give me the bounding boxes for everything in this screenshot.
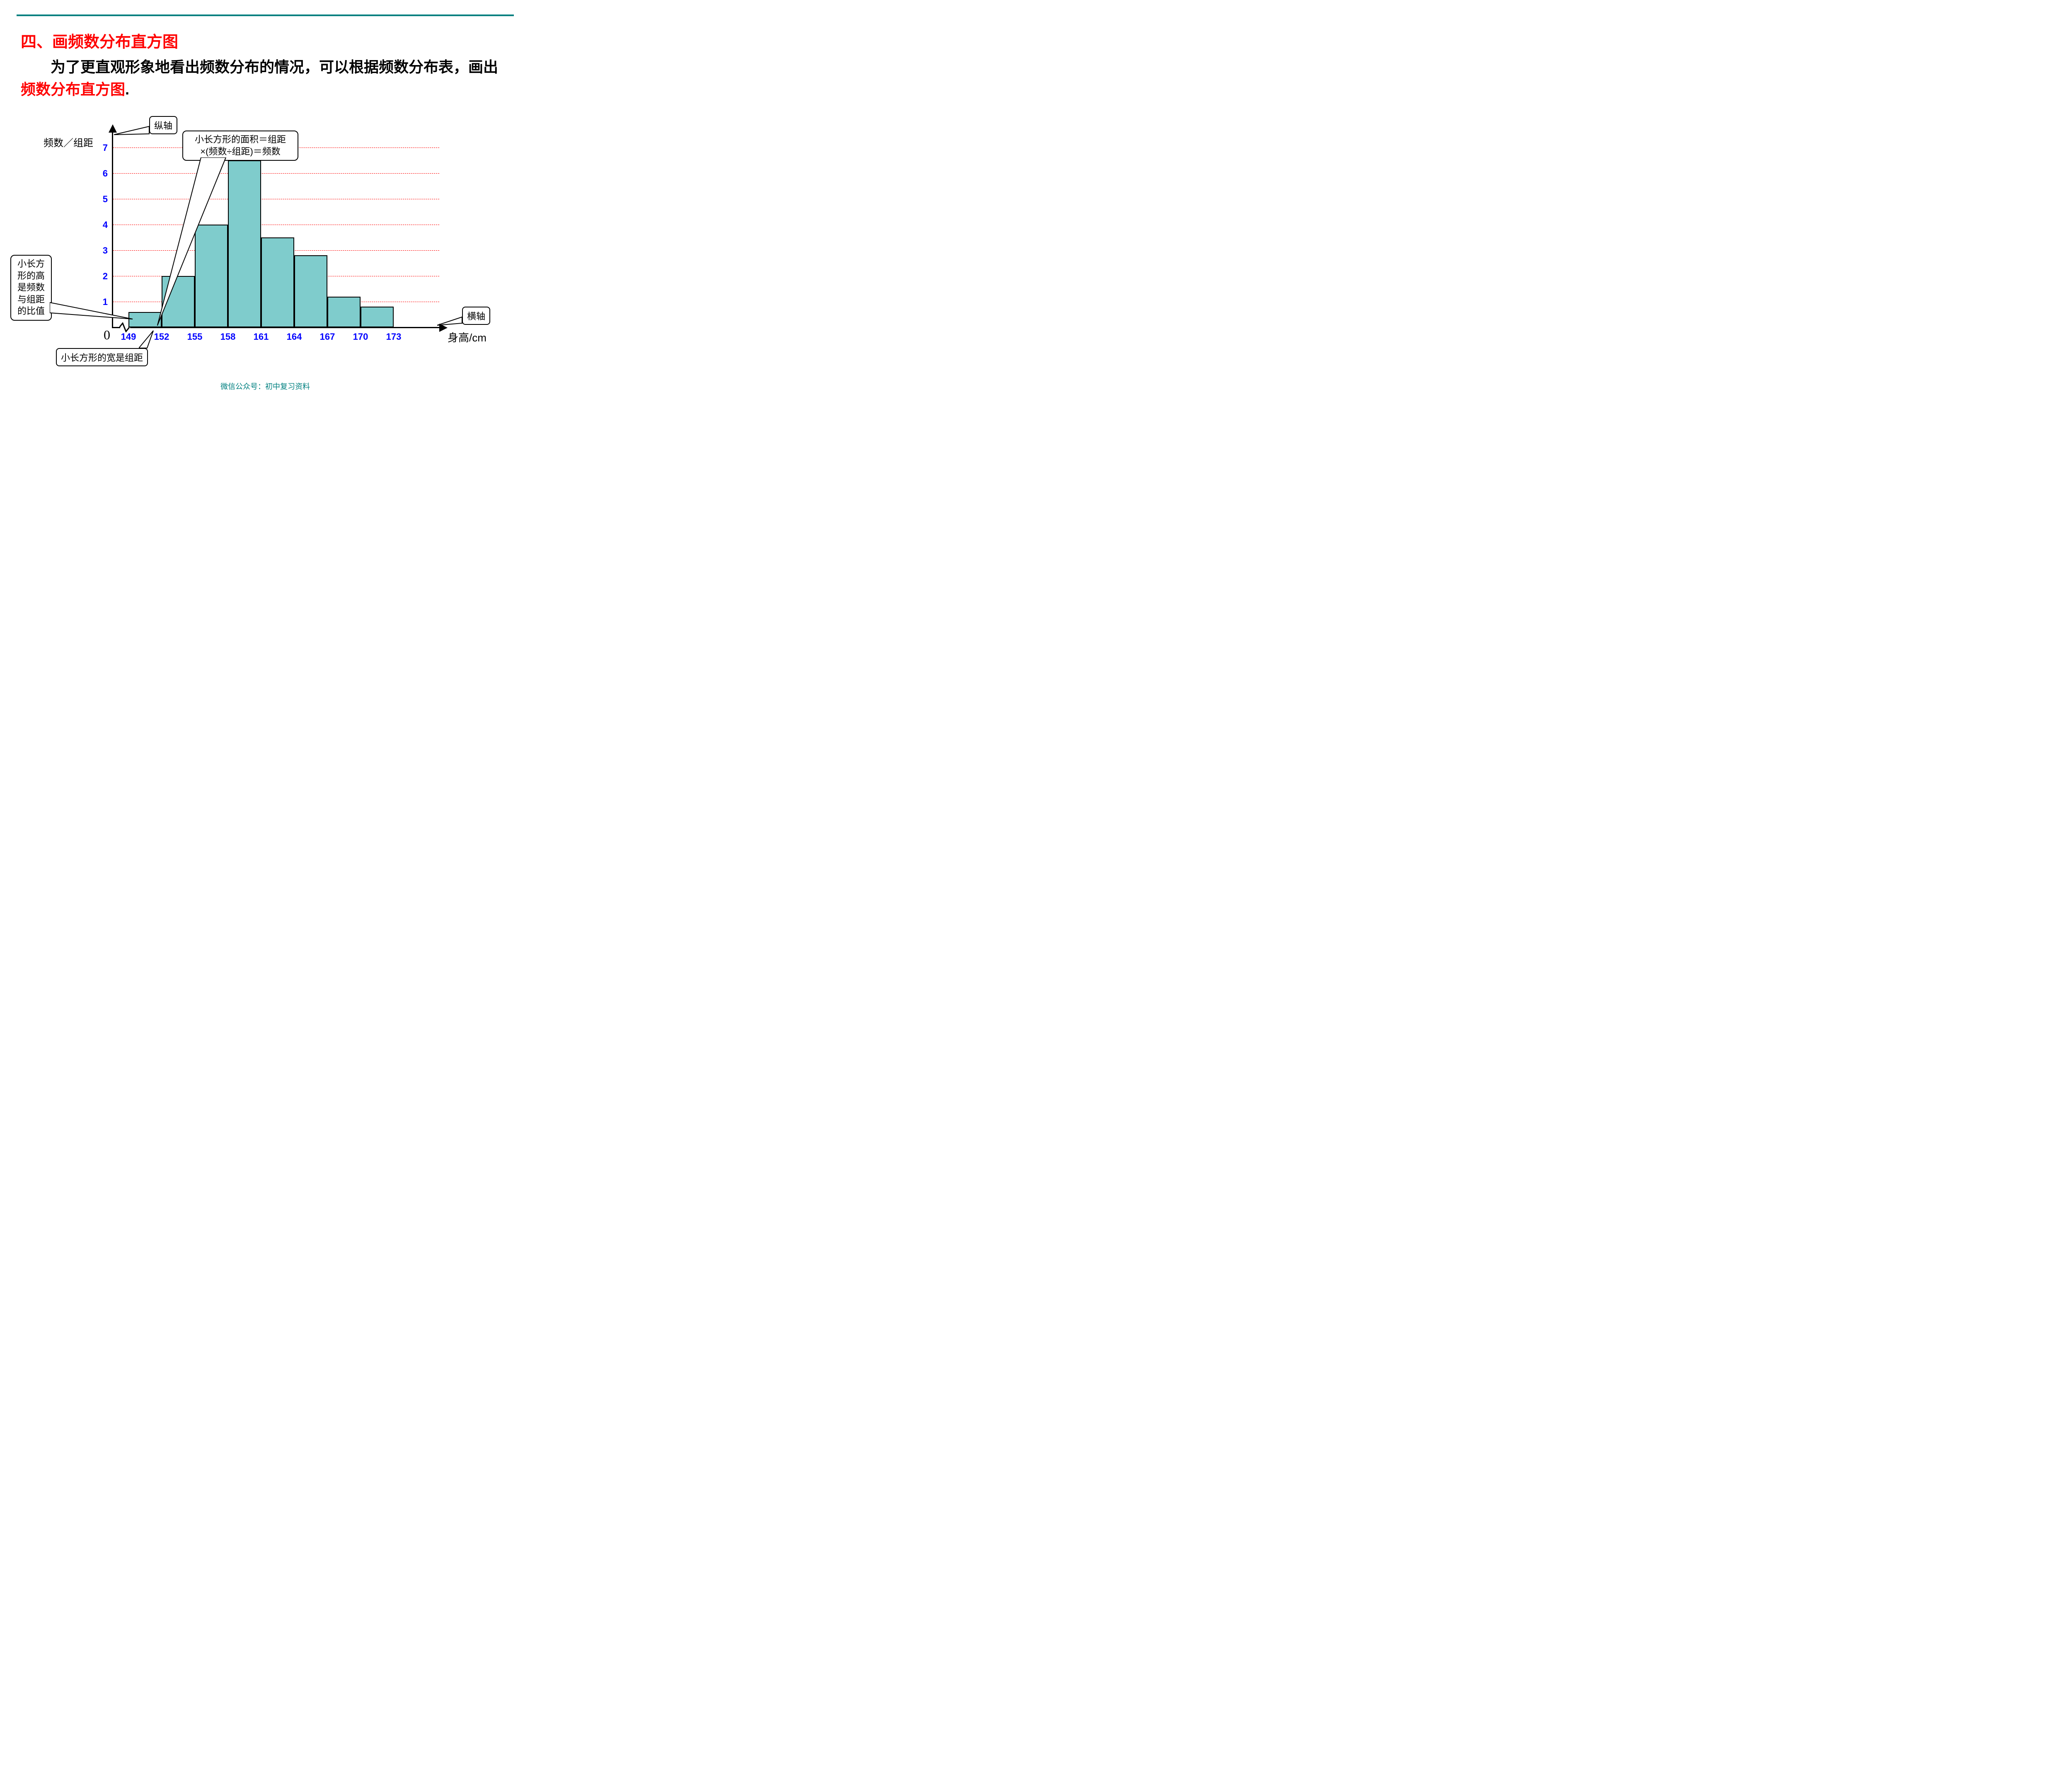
histogram-bar xyxy=(128,312,162,327)
y-tick: 7 xyxy=(95,143,108,153)
histogram-bar xyxy=(361,307,394,327)
x-tick: 164 xyxy=(284,331,305,342)
x-axis-line-2 xyxy=(130,327,439,328)
y-tick: 4 xyxy=(95,220,108,230)
y-tick: 2 xyxy=(95,271,108,282)
y-tick: 1 xyxy=(95,297,108,307)
callout-y-axis: 纵轴 xyxy=(149,116,177,134)
x-axis-line-1 xyxy=(112,327,120,328)
y-tick: 3 xyxy=(95,245,108,256)
callout-height: 小长方 形的高 是频数 与组距 的比值 xyxy=(10,255,52,321)
callout-height-tail-icon xyxy=(50,300,137,325)
section-heading: 四、画频数分布直方图 xyxy=(21,29,178,52)
x-tick: 173 xyxy=(383,331,404,342)
y-axis-label: 频数／组距 xyxy=(44,135,93,149)
histogram-bar xyxy=(294,255,327,327)
body-post: . xyxy=(125,81,129,98)
y-axis-line xyxy=(112,128,113,327)
histogram-bar xyxy=(228,160,261,327)
x-tick: 161 xyxy=(251,331,271,342)
x-axis-label: 身高/cm xyxy=(448,329,487,345)
histogram-bar xyxy=(195,225,228,327)
histogram-bar xyxy=(162,276,195,327)
histogram-chart: 频数／组距 身高/cm 0 1 2 3 4 5 6 7 149 152 155 158 161 164… xyxy=(8,112,522,369)
histogram-bar xyxy=(261,237,294,327)
body-red: 频数分布直方图 xyxy=(21,81,125,98)
x-tick: 149 xyxy=(118,331,139,342)
gridline xyxy=(113,173,439,174)
x-tick: 155 xyxy=(184,331,205,342)
histogram-bar xyxy=(327,297,361,327)
callout-area-l1: 小长方形的面积＝组距 xyxy=(187,134,293,146)
x-tick: 170 xyxy=(350,331,371,342)
callout-area: 小长方形的面积＝组距 ×(频数÷组距)＝频数 xyxy=(182,131,298,161)
origin-label: 0 xyxy=(104,327,110,343)
y-tick: 5 xyxy=(95,194,108,205)
callout-x-axis: 横轴 xyxy=(462,307,490,325)
body-pre: 为了更直观形象地看出频数分布的情况，可以根据频数分布表，画出 xyxy=(51,58,498,75)
callout-area-l2: ×(频数÷组距)＝频数 xyxy=(187,146,293,158)
body-text: 为了更直观形象地看出频数分布的情况，可以根据频数分布表，画出频数分布直方图. xyxy=(21,56,506,101)
x-tick: 158 xyxy=(218,331,238,342)
x-tick: 152 xyxy=(151,331,172,342)
footer-text: 微信公众号：初中复习资料 xyxy=(0,381,530,392)
callout-width: 小长方形的宽是组距 xyxy=(56,348,148,366)
y-tick: 6 xyxy=(95,168,108,179)
top-rule xyxy=(17,15,514,16)
x-tick: 167 xyxy=(317,331,338,342)
